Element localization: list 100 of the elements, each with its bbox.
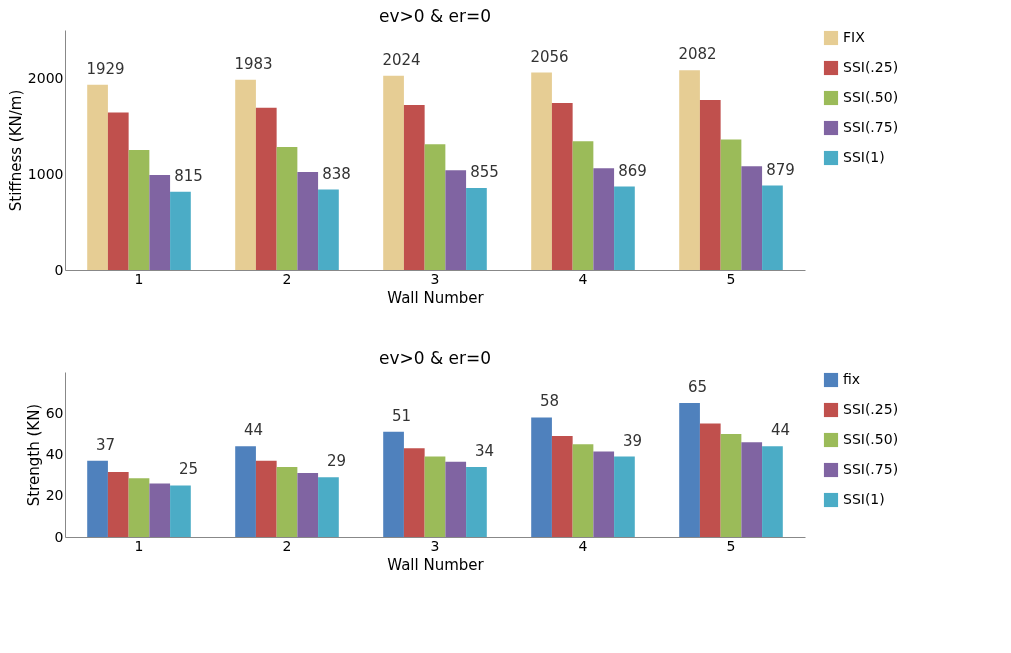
bar (572, 141, 594, 270)
legend-label: SSI(.75) (843, 461, 899, 477)
legend-label: FIX (843, 29, 866, 45)
bar (593, 451, 615, 537)
data-label: 37 (96, 435, 116, 454)
legend-label: SSI(1) (843, 149, 885, 165)
x-axis-title: Wall Number (387, 288, 485, 307)
bar (107, 472, 129, 537)
bar (255, 107, 277, 270)
bar (679, 70, 700, 270)
bar (720, 139, 742, 270)
x-tick-label: 3 (430, 270, 440, 287)
bar (531, 72, 552, 270)
bar (128, 150, 150, 270)
bar (593, 168, 615, 270)
bar (87, 84, 108, 270)
bar (107, 112, 129, 270)
bar (235, 446, 256, 537)
data-label: 34 (474, 441, 494, 460)
bar (318, 189, 339, 270)
y-tick-label: 2000 (27, 69, 64, 86)
legend-label: SSI(1) (843, 491, 885, 507)
legend-label: SSI(.50) (843, 89, 899, 105)
bar (235, 79, 256, 270)
y-tick-label: 40 (45, 446, 64, 462)
x-tick-label: 1 (134, 537, 144, 554)
data-label: 51 (392, 406, 412, 425)
chart-title: ev>0 & er=0 (378, 348, 492, 368)
bar (403, 448, 425, 537)
bar (170, 485, 191, 537)
bar (699, 423, 721, 537)
x-tick-label: 5 (726, 537, 736, 554)
y-tick-label: 0 (54, 528, 64, 545)
x-tick-label: 1 (134, 270, 144, 287)
legend-label: fix (843, 371, 861, 387)
y-axis-title: Stiffness (KN/m) (6, 89, 25, 212)
data-label: 2082 (678, 45, 717, 64)
bar (276, 466, 298, 537)
legend-label: SSI(.25) (843, 401, 899, 417)
bar (741, 166, 763, 270)
bar (149, 174, 171, 270)
bar (297, 473, 319, 537)
bar (149, 483, 171, 537)
legend-label: SSI(.75) (843, 119, 899, 135)
bar (383, 75, 404, 270)
data-label: 44 (244, 421, 264, 440)
data-label: 869 (618, 161, 647, 180)
bar (466, 466, 487, 537)
bar (255, 460, 277, 537)
data-label: 65 (688, 377, 708, 396)
bar (762, 446, 783, 537)
y-axis-title: Strength (KN) (24, 403, 43, 507)
x-tick-label: 2 (282, 270, 292, 287)
bar (679, 402, 700, 537)
bar (551, 102, 573, 270)
bar (403, 104, 425, 270)
data-label: 855 (470, 162, 499, 181)
bar (170, 191, 191, 270)
bar (762, 185, 783, 270)
bar (720, 433, 742, 537)
bar (699, 100, 721, 270)
data-label: 815 (174, 166, 203, 185)
data-label: 838 (322, 164, 351, 183)
bar (128, 478, 150, 537)
bar (87, 460, 108, 537)
x-tick-label: 5 (726, 270, 736, 287)
x-tick-label: 4 (578, 537, 588, 554)
data-label: 2024 (382, 50, 421, 69)
bar (297, 172, 319, 270)
bar (614, 186, 635, 270)
y-tick-label: 1000 (27, 165, 64, 182)
y-tick-label: 20 (45, 487, 64, 504)
legend-label: SSI(.50) (843, 431, 899, 447)
bar (445, 170, 467, 270)
bar (551, 435, 573, 537)
data-label: 25 (178, 460, 198, 479)
chart-title: ev>0 & er=0 (378, 6, 492, 26)
bar (531, 417, 552, 537)
bar (741, 442, 763, 537)
data-label: 29 (326, 452, 346, 471)
x-axis-title: Wall Number (387, 555, 485, 574)
data-label: 1983 (234, 54, 273, 73)
y-tick-label: 60 (45, 404, 64, 421)
bar (424, 144, 446, 270)
data-label: 879 (766, 160, 795, 179)
x-tick-label: 3 (430, 537, 440, 554)
data-label: 44 (770, 421, 790, 440)
bar (276, 147, 298, 270)
y-tick-label: 0 (54, 261, 64, 278)
bar (318, 477, 339, 537)
x-tick-label: 2 (282, 537, 292, 554)
bar (383, 431, 404, 537)
bar (614, 456, 635, 537)
data-label: 2056 (530, 47, 569, 66)
bar (424, 456, 446, 537)
data-label: 58 (540, 392, 560, 411)
bar (466, 187, 487, 270)
legend-label: SSI(.25) (843, 59, 899, 75)
data-label: 1929 (86, 59, 125, 78)
bar (445, 461, 467, 537)
